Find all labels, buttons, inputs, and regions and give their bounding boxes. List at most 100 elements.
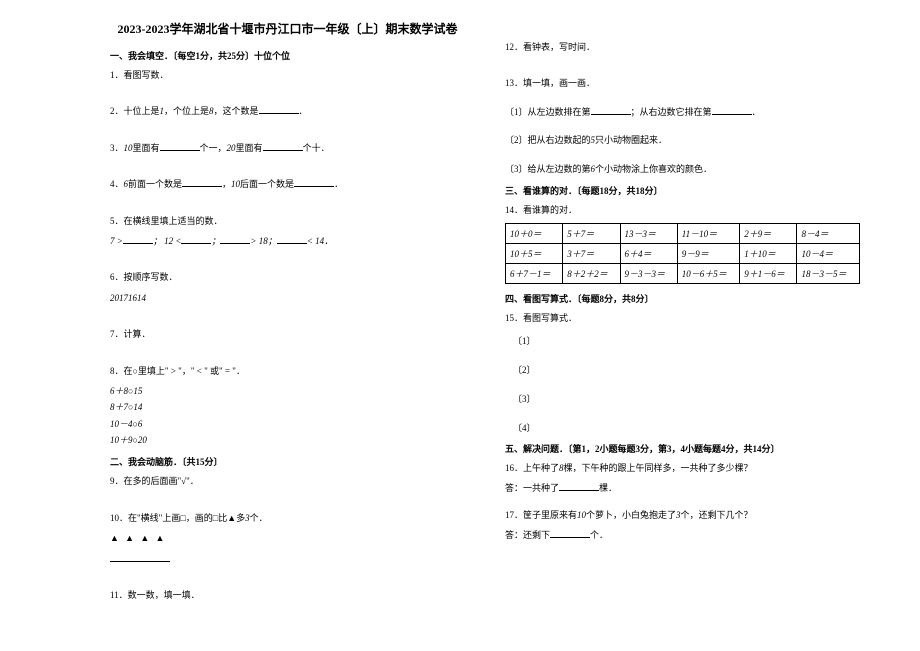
q2-blank xyxy=(259,104,299,114)
q2-text-c: ，这个数是 xyxy=(214,106,259,116)
q3-n10: 10 xyxy=(124,143,133,153)
q10: 10．在"横线"上画□，画的□比▲多3个． xyxy=(110,511,465,525)
q13-1c: ． xyxy=(752,107,761,117)
q17-ans-b: 个． xyxy=(590,530,608,540)
q5-b4 xyxy=(277,234,307,244)
cell: 9＋1－6＝ xyxy=(740,264,797,284)
q4: 4．6前面一个数是，10后面一个数是． xyxy=(110,177,465,191)
cell: 6＋7－1＝ xyxy=(506,264,563,284)
cell: 10＋0＝ xyxy=(506,224,563,244)
q4-a: 4． xyxy=(110,179,124,189)
q4-n10: 10 xyxy=(231,179,240,189)
q10-b: 个． xyxy=(250,513,268,523)
q8-line1: 6＋8○15 xyxy=(110,384,465,398)
cell: 18－3－5＝ xyxy=(797,264,860,284)
q2: 2．十位上是1，个位上是8，这个数是． xyxy=(110,104,465,118)
q15-1: 〔1〕 xyxy=(513,334,860,347)
q5: 5．在横线里填上适当的数． xyxy=(110,214,465,228)
q10-blank xyxy=(110,552,170,562)
q17-n10: 10 xyxy=(577,510,586,520)
q5-c: ； xyxy=(211,236,220,246)
cell: 3＋7＝ xyxy=(563,244,620,264)
q13-3a: 〔3〕给从左边数的第 xyxy=(505,164,591,174)
q16-ans-b: 棵． xyxy=(599,483,617,493)
q4-d: 后面一个数是 xyxy=(240,179,294,189)
q17-a: 17．筐子里原来有 xyxy=(505,510,577,520)
q8-line4: 10＋9○20 xyxy=(110,433,465,447)
q16-ans-a: 答：一共种了 xyxy=(505,483,559,493)
q16-b: 棵，下午种的跟上午同样多，一共种了多少棵？ xyxy=(564,463,753,473)
section-5-heading: 五、解决问题．〔第1，2小题每题3分，第3，4小题每题4分，共14分〕 xyxy=(505,442,860,455)
q13-2: 〔2〕把从右边数起的5只小动物圈起来． xyxy=(505,133,860,147)
q17: 17．筐子里原来有10个萝卜，小白兔抱走了3个，还剩下几个？ xyxy=(505,508,860,522)
q8-line3: 10－4○6 xyxy=(110,417,465,431)
cell: 9－3－3＝ xyxy=(620,264,677,284)
q4-blank1 xyxy=(182,177,222,187)
q4-c: ， xyxy=(222,179,231,189)
section-1-heading: 一、我会填空．〔每空1分，共25分〕十位个位 xyxy=(110,49,465,62)
calc-table: 10＋0＝ 5＋7＝ 13－3＝ 11－10＝ 2＋9＝ 8－4＝ 10＋5＝ … xyxy=(505,223,860,284)
q13: 13．填一填，画一画． xyxy=(505,76,860,90)
q16-ans: 答：一共种了 棵． xyxy=(505,481,860,495)
q8-line2: 8＋7○14 xyxy=(110,400,465,414)
cell: 5＋7＝ xyxy=(563,224,620,244)
section-2-heading: 二、我会动脑筋．〔共15分〕 xyxy=(110,455,465,468)
cell: 8＋2＋2＝ xyxy=(563,264,620,284)
exam-title: 2023-2023学年湖北省十堰市丹江口市一年级〔上〕期末数学试卷 xyxy=(110,20,465,37)
q17-c: 个，还剩下几个？ xyxy=(681,510,753,520)
section-4-heading: 四、看图写算式．〔每题8分，共8分〕 xyxy=(505,292,860,305)
q2-text-b: ，个位上是 xyxy=(164,106,209,116)
q4-blank2 xyxy=(294,177,334,187)
q10-a: 10．在"横线"上画□，画的□比▲多 xyxy=(110,513,245,523)
q4-b: 前面一个数是 xyxy=(128,179,182,189)
q3-e: 个十． xyxy=(303,143,330,153)
q7: 7．计算． xyxy=(110,327,465,341)
q16: 16．上午种了8棵，下午种的跟上午同样多，一共种了多少棵？ xyxy=(505,461,860,475)
cell: 13－3＝ xyxy=(620,224,677,244)
cell: 10－6＋5＝ xyxy=(677,264,739,284)
q4-e: ． xyxy=(334,179,343,189)
q5-b1 xyxy=(123,234,153,244)
cell: 2＋9＝ xyxy=(740,224,797,244)
q17-ans: 答：还剩下 个． xyxy=(505,528,860,542)
q3: 3．10里面有个一，20里面有个十． xyxy=(110,141,465,155)
q5-a: 7 > xyxy=(110,236,123,246)
q3-blank2 xyxy=(263,141,303,151)
table-row: 6＋7－1＝ 8＋2＋2＝ 9－3－3＝ 10－6＋5＝ 9＋1－6＝ 18－3… xyxy=(506,264,860,284)
cell: 11－10＝ xyxy=(677,224,739,244)
cell: 10－4＝ xyxy=(797,244,860,264)
q6-numbers: 20171614 xyxy=(110,291,465,305)
q16-blank xyxy=(559,481,599,491)
q5-b: ； 12 < xyxy=(153,236,182,246)
q15: 15．看图写算式． xyxy=(505,311,860,325)
q13-3: 〔3〕给从左边数的第6个小动物涂上你喜欢的颜色． xyxy=(505,162,860,176)
section-3-heading: 三、看谁算的对．〔每题18分，共18分〕 xyxy=(505,184,860,197)
cell: 8－4＝ xyxy=(797,224,860,244)
q12: 12．看钟表，写时间． xyxy=(505,40,860,54)
table-row: 10＋5＝ 3＋7＝ 6＋4＝ 9－9＝ 1＋10＝ 10－4＝ xyxy=(506,244,860,264)
q15-3: 〔3〕 xyxy=(513,392,860,405)
q16-a: 16．上午种了 xyxy=(505,463,559,473)
q11: 11．数一数，填一填． xyxy=(110,588,465,602)
q5-b2 xyxy=(181,234,211,244)
q8: 8．在○里填上" > "，" < " 或" = "． xyxy=(110,364,465,378)
q1: 1．看图写数． xyxy=(110,68,465,82)
q17-ans-a: 答：还剩下 xyxy=(505,530,550,540)
q3-n20: 20 xyxy=(227,143,236,153)
q5-b3 xyxy=(220,234,250,244)
q13-1-blank1 xyxy=(591,105,631,115)
q9: 9．在多的后面画"√"． xyxy=(110,474,465,488)
q13-1b: ；从右边数它排在第 xyxy=(631,107,712,117)
cell: 6＋4＝ xyxy=(620,244,677,264)
q5-d: > 18； xyxy=(250,236,276,246)
cell: 1＋10＝ xyxy=(740,244,797,264)
q13-1: 〔1〕从左边数排在第 ；从右边数它排在第 ． xyxy=(505,105,860,119)
q13-2a: 〔2〕把从右边数起的 xyxy=(505,135,591,145)
q15-4: 〔4〕 xyxy=(513,421,860,434)
q13-1a: 〔1〕从左边数排在第 xyxy=(505,107,591,117)
q10-triangles: ▲ ▲ ▲ ▲ xyxy=(110,531,465,545)
q3-blank1 xyxy=(160,141,200,151)
q5-e: < 14． xyxy=(307,236,333,246)
q3-b: 里面有 xyxy=(133,143,160,153)
q15-2: 〔2〕 xyxy=(513,363,860,376)
